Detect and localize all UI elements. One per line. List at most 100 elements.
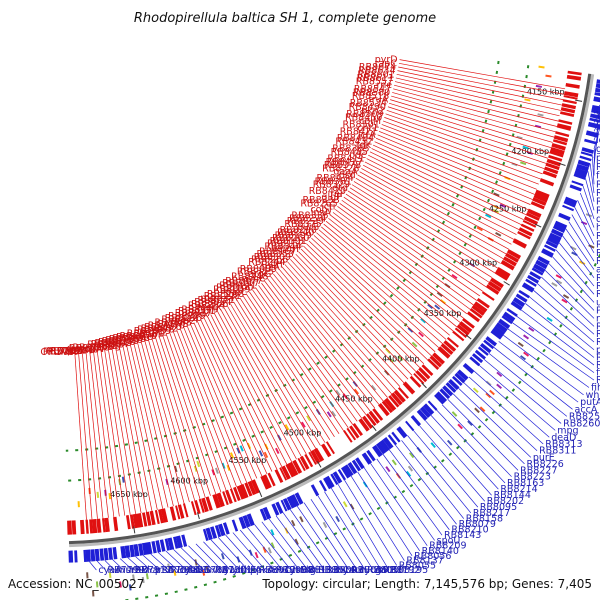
outer-gene-label-leader (463, 382, 538, 451)
inner-gene-label-leader (245, 293, 340, 435)
reverse-gene (85, 519, 89, 534)
reverse-gene (297, 457, 306, 472)
inner-gene-label: RB7978 (137, 325, 174, 336)
inner-gene-label: RB8229 (287, 216, 324, 227)
reverse-gene (476, 297, 490, 309)
inner-gene-label-leader (308, 240, 432, 357)
forward-gene (366, 449, 376, 462)
forward-gene (495, 322, 508, 333)
reverse-gene (552, 139, 568, 146)
inner-gene-label-leader (207, 316, 283, 467)
inner-gene-label-leader (258, 285, 358, 422)
feature-mark (406, 470, 412, 477)
forward-gene (579, 155, 592, 162)
outer-gene-label: RB8275 (596, 360, 600, 371)
inner-gene-label-leader (104, 348, 131, 515)
inner-gene-label: RB8329 (313, 180, 350, 191)
forward-gene (581, 147, 595, 154)
inner-gene-label-leader (313, 235, 440, 349)
outer-gene-label-leader (337, 483, 390, 571)
inner-gene-label: RB8611 (357, 73, 394, 84)
forward-gene (347, 462, 358, 475)
outer-gene-label-leader (330, 487, 382, 571)
feature-mark (145, 573, 149, 580)
outer-gene-label-leader (593, 123, 600, 141)
feature-mark (384, 369, 390, 376)
reverse-gene (525, 212, 540, 221)
forward-gene (372, 444, 383, 458)
inner-gene-label: fruA (368, 95, 388, 106)
forward-gene (442, 385, 454, 397)
forward-gene (405, 420, 415, 432)
inner-gene-label: pkn2 (361, 105, 385, 116)
inner-gene-label: psd (339, 170, 356, 181)
inner-gene-label-leader (398, 62, 565, 95)
outer-gene-label-leader (96, 560, 106, 571)
reverse-gene (216, 492, 225, 508)
feature-mark (215, 467, 219, 474)
outer-gene-label: iolI (596, 135, 600, 146)
inner-gene-label-leader (236, 299, 326, 443)
forward-gene (382, 437, 394, 450)
feature-mark (472, 387, 479, 393)
feature-mark (335, 389, 341, 396)
outer-gene-label-leader (529, 296, 595, 351)
outer-gene-label: RB7901 (215, 565, 252, 576)
forward-gene (396, 426, 408, 439)
inner-gene-label-leader (200, 319, 273, 472)
inner-gene-label: RB8290 (280, 225, 317, 236)
inner-gene-label-leader (343, 196, 484, 292)
inner-gene-label-leader (306, 243, 428, 361)
reverse-gene (113, 516, 119, 532)
inner-gene-label-leader (387, 106, 548, 159)
feature-mark (108, 492, 112, 500)
feature-mark (492, 208, 500, 214)
reverse-gene (548, 154, 563, 162)
inner-gene-label: insA (311, 207, 332, 218)
outer-gene-label: RB8445 (596, 231, 600, 242)
inner-gene-label-leader (275, 271, 384, 402)
inner-gene-label: pyrD (375, 55, 398, 66)
outer-gene-label-leader (562, 235, 595, 279)
inner-gene-label: RB8100 (216, 282, 253, 293)
inner-gene-label-leader (335, 209, 471, 310)
reverse-gene (194, 499, 201, 515)
outer-gene-label-leader (585, 178, 595, 211)
forward-gene (506, 308, 518, 317)
outer-gene-label-leader (112, 559, 124, 571)
outer-gene-label-leader (589, 163, 595, 194)
reverse-gene (236, 485, 245, 500)
inner-gene-label: RB8068 (155, 318, 192, 329)
inner-gene-label-leader (147, 339, 196, 501)
inner-gene-label: RB7827 (50, 346, 87, 357)
inner-gene-label-leader (371, 148, 524, 221)
inner-gene-label: RB8421 (340, 126, 377, 137)
inner-gene-label: RB8501 (342, 119, 379, 130)
forward-gene (573, 172, 587, 180)
outer-gene-label: cysN (179, 565, 202, 576)
reverse-gene (222, 491, 229, 506)
forward-gene (535, 259, 548, 270)
forward-gene (246, 513, 255, 527)
inner-gene-label-leader (298, 251, 417, 372)
inner-gene-label: gatC (225, 287, 248, 298)
outer-gene-label-leader (89, 561, 97, 571)
outer-gene-label-leader (119, 558, 133, 571)
reverse-gene (560, 107, 576, 114)
feature-mark (306, 415, 312, 422)
feature-mark (239, 445, 244, 452)
reverse-gene (365, 413, 377, 427)
forward-gene (238, 516, 247, 530)
inner-gene-label: rne (377, 80, 393, 91)
outer-gene-label-leader (419, 425, 486, 502)
inner-gene-label: RB8309 (254, 252, 291, 263)
inner-gene-label-leader (397, 70, 563, 106)
inner-gene-label: RB8085 (240, 264, 277, 275)
reverse-gene (129, 514, 135, 529)
reverse-gene (550, 146, 565, 156)
inner-gene-label: RB8547 (354, 84, 391, 95)
tick-label: 4400 kbp (382, 354, 420, 363)
outer-gene-label: RB8357 (596, 321, 600, 332)
reverse-gene (160, 508, 169, 523)
forward-gene (167, 537, 175, 551)
